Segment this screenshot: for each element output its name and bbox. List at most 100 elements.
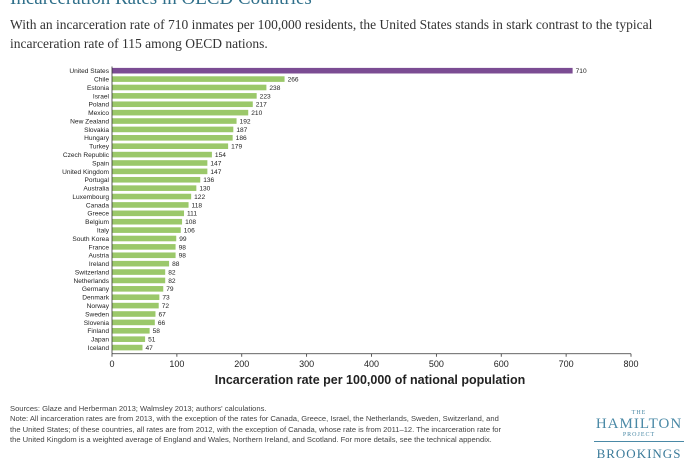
- data-label: 108: [185, 219, 196, 226]
- bar: [112, 101, 253, 108]
- category-label: Norway: [87, 303, 110, 310]
- logo-the: THE: [631, 410, 647, 416]
- category-label: United Kingdom: [62, 169, 109, 176]
- data-label: 192: [240, 118, 251, 125]
- bar: [112, 176, 201, 183]
- x-tick-label: 800: [623, 359, 638, 369]
- bar: [112, 67, 573, 74]
- page-subtitle: With an incarceration rate of 710 inmate…: [10, 17, 653, 51]
- page-title: Incarceration Rates in OECD Countries: [10, 0, 312, 10]
- data-label: 179: [231, 144, 242, 151]
- bar: [112, 294, 160, 301]
- category-label: Austria: [88, 253, 109, 260]
- category-label: Japan: [91, 337, 109, 344]
- bar: [112, 202, 189, 208]
- category-label: Switzerland: [75, 269, 109, 276]
- bar: [112, 168, 208, 175]
- bar: [112, 286, 164, 292]
- x-tick-label: 300: [299, 359, 314, 369]
- bar: [112, 302, 159, 309]
- category-label: Slovenia: [84, 320, 110, 327]
- data-label: 67: [158, 311, 166, 318]
- data-label: 710: [576, 68, 587, 75]
- bar: [112, 143, 229, 150]
- note-text: Note: All incarceration rates are from 2…: [10, 414, 502, 444]
- bar-chart: United States 710 Chile 266 Estonia 238 Israel…: [62, 66, 639, 387]
- logo-divider: [594, 441, 684, 442]
- data-label: 51: [148, 337, 156, 344]
- bar: [112, 126, 234, 133]
- sources-text: Sources: Glaze and Herberman 2013; Walms…: [10, 404, 267, 413]
- bar: [112, 260, 170, 267]
- bar: [112, 244, 176, 250]
- hamilton-brookings-logo: THE HAMILTON PROJECT BROOKINGS: [588, 410, 690, 461]
- x-tick-label: 600: [494, 359, 509, 369]
- x-axis: 0 100 200 300 400 500 600 700 800: [109, 66, 639, 369]
- bar: [112, 193, 192, 200]
- data-label: 154: [215, 152, 226, 159]
- bar: [112, 185, 197, 191]
- data-label: 186: [236, 135, 247, 142]
- data-label: 223: [260, 93, 271, 100]
- category-label: Poland: [88, 102, 109, 109]
- data-label: 217: [256, 102, 267, 109]
- data-label: 98: [179, 244, 187, 251]
- category-label: Mexico: [88, 110, 109, 117]
- logo-brookings: BROOKINGS: [596, 446, 682, 461]
- x-tick-label: 400: [364, 359, 379, 369]
- chart-footer: Sources: Glaze and Herberman 2013; Walms…: [10, 404, 510, 445]
- category-label: Slovakia: [84, 127, 109, 134]
- bar: [112, 210, 185, 217]
- bar: [112, 218, 183, 225]
- category-label: Ireland: [89, 261, 109, 268]
- category-label: Israel: [93, 93, 110, 100]
- bar: [112, 160, 208, 166]
- data-label: 82: [168, 278, 176, 285]
- data-label: 266: [288, 76, 299, 83]
- category-label: Portugal: [84, 177, 109, 184]
- bar: [112, 93, 257, 99]
- category-label: Spain: [92, 160, 109, 167]
- category-label: Estonia: [87, 85, 109, 92]
- data-label: 147: [210, 169, 221, 176]
- logo-hamilton: HAMILTON: [595, 416, 683, 432]
- data-label: 72: [162, 303, 170, 310]
- bar: [112, 109, 249, 116]
- category-label: Netherlands: [73, 278, 109, 285]
- data-label: 106: [184, 228, 195, 235]
- data-label: 130: [199, 186, 210, 193]
- bar: [112, 227, 181, 233]
- category-label: Greece: [87, 211, 109, 218]
- category-label: Czech Republic: [63, 152, 110, 159]
- data-label: 88: [172, 261, 180, 268]
- bar: [112, 252, 176, 259]
- category-label: Belgium: [85, 219, 109, 226]
- category-label: France: [88, 244, 109, 251]
- bar: [112, 135, 233, 141]
- bar: [112, 277, 166, 284]
- category-label: United States: [69, 68, 109, 75]
- data-label: 47: [145, 345, 153, 352]
- data-label: 66: [158, 320, 166, 327]
- x-tick-label: 200: [234, 359, 249, 369]
- bar: [112, 311, 156, 317]
- category-label: New Zealand: [70, 118, 109, 125]
- data-label: 187: [236, 127, 247, 134]
- data-label: 122: [194, 194, 205, 201]
- x-axis-title: Incarceration rate per 100,000 of nation…: [215, 373, 526, 387]
- data-label: 58: [153, 328, 161, 335]
- data-label: 238: [269, 85, 280, 92]
- x-tick-label: 0: [109, 359, 114, 369]
- category-label: Sweden: [85, 311, 109, 318]
- data-label: 118: [192, 202, 203, 209]
- data-label: 99: [179, 236, 187, 243]
- bar: [112, 118, 237, 124]
- category-label: Germany: [82, 286, 110, 293]
- category-label: Canada: [86, 202, 109, 209]
- category-label: Finland: [87, 328, 109, 335]
- bar: [112, 76, 285, 82]
- data-label: 82: [168, 269, 176, 276]
- x-tick-label: 100: [169, 359, 184, 369]
- data-label: 210: [251, 110, 262, 117]
- data-label: 79: [166, 286, 174, 293]
